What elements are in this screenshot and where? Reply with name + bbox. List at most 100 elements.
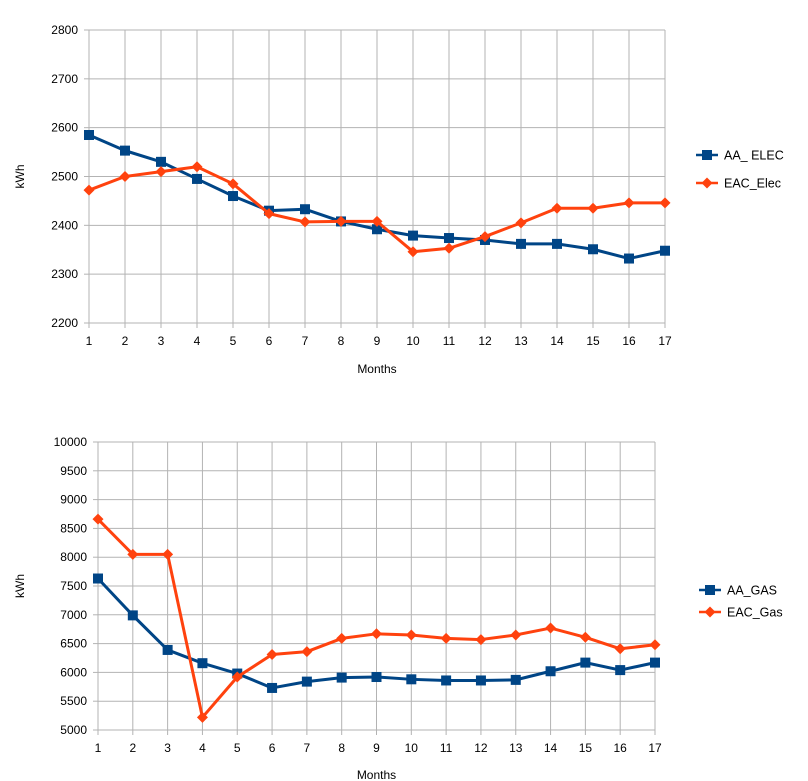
- x-tick-label: 11: [440, 741, 453, 755]
- eac-data-point: [162, 548, 174, 560]
- x-tick-label: 5: [234, 741, 241, 755]
- aa-data-point: [441, 675, 452, 686]
- eac-data-point: [191, 161, 203, 173]
- y-axis-title: kWh: [13, 574, 27, 598]
- aa-data-point: [371, 672, 382, 683]
- aa-data-point: [336, 672, 347, 683]
- legend-marker-eac: [701, 177, 713, 189]
- x-tick-label: 10: [406, 334, 420, 348]
- aa-data-point: [228, 191, 238, 202]
- eac-data-point: [614, 643, 626, 655]
- aa-data-point: [372, 224, 382, 235]
- aa-data-point: [267, 682, 278, 693]
- aa-data-point: [156, 156, 166, 167]
- y-tick-label: 8000: [60, 550, 87, 564]
- y-tick-label: 5000: [60, 723, 87, 737]
- x-tick-label: 12: [474, 741, 488, 755]
- aa-data-point: [301, 676, 312, 687]
- eac-data-point: [407, 246, 419, 258]
- y-tick-label: 2600: [51, 121, 78, 135]
- legend-marker-aa: [705, 585, 715, 595]
- eac-data-point: [119, 171, 131, 182]
- aa-data-point: [406, 674, 417, 685]
- y-tick-label: 2400: [51, 218, 78, 232]
- y-tick-label: 7000: [60, 608, 87, 622]
- aa-data-point: [588, 244, 598, 255]
- eac-data-point: [515, 217, 527, 229]
- aa-data-point: [650, 657, 660, 668]
- legend-label-eac: EAC_Elec: [724, 177, 781, 191]
- eac-data-point: [371, 215, 383, 227]
- x-tick-label: 1: [86, 334, 93, 348]
- x-tick-label: 13: [514, 334, 528, 348]
- x-tick-label: 3: [158, 334, 165, 348]
- x-tick-label: 7: [302, 334, 309, 348]
- x-tick-label: 11: [443, 334, 456, 348]
- x-tick-label: 15: [586, 334, 600, 348]
- aa-data-point: [127, 610, 138, 621]
- gas-chart: 5000 5500 6000 6500 7000 7500 8000 8500 9000 9500…: [13, 435, 783, 781]
- eac-data-point: [579, 631, 591, 643]
- eac-data-point: [231, 671, 243, 683]
- eac-data-point: [475, 634, 487, 646]
- y-tick-label: 2800: [51, 23, 78, 37]
- x-tick-label: 17: [648, 741, 662, 755]
- eac-data-point: [196, 711, 208, 723]
- legend-label-eac: EAC_Gas: [727, 606, 783, 620]
- eac-data-point: [263, 208, 275, 220]
- aa-data-point: [615, 665, 626, 676]
- x-tick-label: 12: [478, 334, 492, 348]
- y-tick-label: 5500: [60, 694, 87, 708]
- eac-data-point: [92, 513, 104, 525]
- eac-data-point: [659, 197, 671, 209]
- eac-data-point: [227, 178, 239, 190]
- aa-data-point: [580, 657, 591, 668]
- x-tick-label: 5: [230, 334, 237, 348]
- x-tick-label: 16: [622, 334, 636, 348]
- x-tick-label: 6: [269, 741, 276, 755]
- x-tick-label: 2: [122, 334, 129, 348]
- eac-data-point: [479, 231, 491, 243]
- x-tick-label: 17: [658, 334, 672, 348]
- x-tick-label: 6: [266, 334, 273, 348]
- legend-marker-eac: [704, 606, 716, 618]
- aa-data-point: [120, 145, 130, 156]
- y-axis-title: kWh: [13, 165, 27, 189]
- x-tick-label: 8: [338, 741, 345, 755]
- eac-data-point: [335, 215, 347, 227]
- eac-data-point: [83, 184, 95, 196]
- y-tick-label: 10000: [54, 435, 88, 449]
- y-tick-label: 2700: [51, 72, 78, 86]
- aa-data-point: [510, 674, 521, 685]
- x-tick-label: 9: [374, 334, 381, 348]
- legend-label-aa: AA_ ELEC: [724, 149, 784, 163]
- y-tick-label: 2300: [51, 267, 78, 281]
- eac-data-point: [587, 202, 599, 214]
- y-tick-label: 9000: [60, 493, 87, 507]
- aa-data-point: [516, 238, 526, 249]
- y-tick-label: 2200: [51, 316, 78, 330]
- x-tick-label: 15: [579, 741, 593, 755]
- aa-data-point: [197, 658, 208, 669]
- legend-label-aa: AA_GAS: [727, 584, 777, 598]
- eac-data-point: [510, 629, 522, 641]
- eac-data-point: [440, 632, 452, 644]
- y-tick-label: 8500: [60, 521, 87, 535]
- eac-data-point: [623, 197, 635, 209]
- x-tick-label: 13: [509, 741, 523, 755]
- eac-data-point: [371, 628, 382, 640]
- x-tick-label: 9: [373, 741, 380, 755]
- x-tick-label: 8: [338, 334, 345, 348]
- aa-data-point: [84, 129, 94, 140]
- eac-data-point: [443, 242, 455, 254]
- aa-data-point: [192, 173, 202, 184]
- aa-data-point: [300, 204, 310, 215]
- eac-data-point: [551, 202, 563, 214]
- aa-data-point: [444, 233, 454, 244]
- aa-data-point: [162, 644, 173, 655]
- y-tick-label: 2500: [51, 170, 78, 184]
- x-tick-label: 7: [304, 741, 311, 755]
- legend-marker-aa: [702, 150, 712, 160]
